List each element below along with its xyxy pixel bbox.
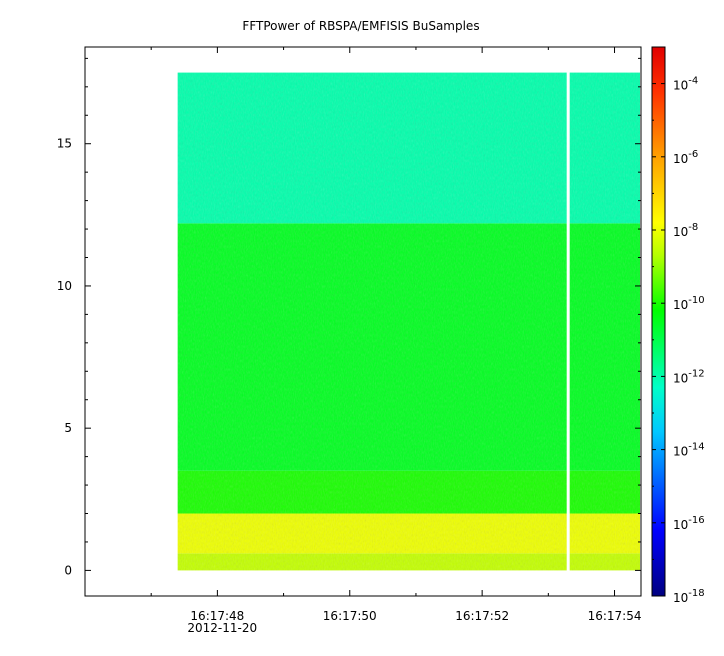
colorbar-tick-label: 10-18 [673,588,705,605]
colorbar-gradient [651,46,666,597]
y-tick-label: 5 [64,421,72,435]
x-tick-label: 16:17:48 [190,609,244,623]
y-tick-label: 15 [57,137,72,151]
colorbar-tick-label: 10-14 [673,442,705,459]
data-gap [566,71,570,572]
chart-title: FFTPower of RBSPA/EMFISIS BuSamples [242,19,479,33]
plot-area [84,46,642,597]
colorbar-tick-label: 10-12 [673,368,705,385]
x-tick-label: 16:17:54 [588,609,642,623]
x-tick-label: 16:17:52 [455,609,509,623]
y-tick-label: 10 [57,279,72,293]
x-tick-date-label: 2012-11-20 [187,621,257,635]
y-tick-label: 0 [64,563,72,577]
spectrogram-texture [177,72,640,571]
plot-border [84,46,642,597]
colorbar-tick-label: 10-8 [673,222,698,239]
colorbar-tick-label: 10-16 [673,515,705,532]
x-tick-label: 16:17:50 [323,609,377,623]
y-axis: 0 5 10 15 [57,57,641,577]
colorbar: 10-4 10-6 10-8 10-10 10-12 10-14 10-16 10-18 [651,46,705,605]
colorbar-tick-label: 10-6 [673,149,698,166]
colorbar-tick-label: 10-10 [673,295,705,312]
colorbar-tick-label: 10-4 [673,76,698,93]
